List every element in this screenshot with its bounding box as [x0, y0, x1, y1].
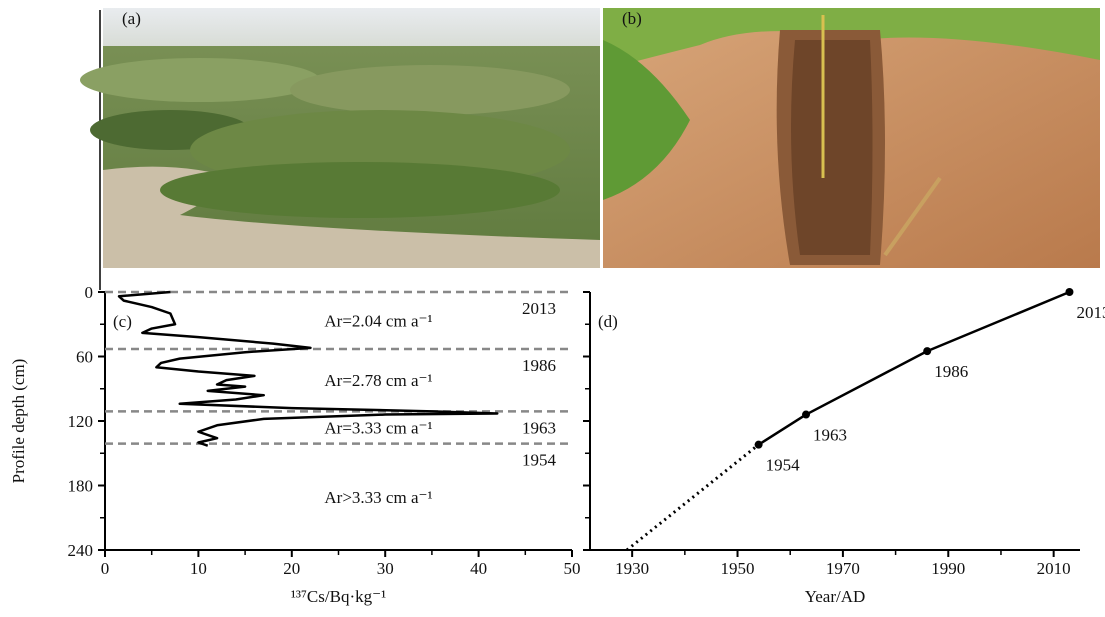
point-label: 2013	[1076, 303, 1105, 322]
x-tick-label: 1950	[721, 559, 755, 578]
x-tick-label: 1930	[615, 559, 649, 578]
panel-label: (d)	[598, 312, 618, 331]
x-tick-label: 50	[564, 559, 581, 578]
y-axis-label: Profile depth (cm)	[9, 359, 28, 484]
series-line	[625, 443, 760, 552]
rate-label: Ar=2.78 cm a⁻¹	[324, 371, 432, 390]
photo-b: (b)	[603, 8, 1100, 268]
x-tick-label: 1970	[826, 559, 860, 578]
x-tick-label: 20	[283, 559, 300, 578]
horizon-label: 1963	[522, 418, 556, 437]
point-label: 1963	[813, 426, 847, 445]
rate-label: Ar=2.04 cm a⁻¹	[324, 311, 432, 330]
panel-label: (b)	[622, 9, 642, 28]
panel-label: (a)	[122, 9, 141, 28]
point	[1065, 288, 1074, 296]
series-line	[757, 290, 1070, 446]
x-tick-label: 30	[377, 559, 394, 578]
point	[802, 410, 811, 419]
point-label: 1986	[934, 362, 968, 381]
rate-label: Ar=3.33 cm a⁻¹	[324, 418, 432, 437]
y-tick-label: 240	[68, 541, 94, 560]
y-tick-label: 0	[85, 283, 94, 302]
horizon-label: 1986	[522, 356, 556, 375]
x-axis-label: ¹³⁷Cs/Bq·kg⁻¹	[291, 587, 386, 606]
x-tick-label: 40	[470, 559, 487, 578]
x-axis-label: Year/AD	[805, 587, 866, 606]
x-tick-label: 10	[190, 559, 207, 578]
x-tick-label: 1990	[931, 559, 965, 578]
horizon-label: 1954	[522, 451, 557, 470]
panel-label: (c)	[113, 312, 132, 331]
point-label: 1954	[766, 456, 801, 475]
horizon-label: 2013	[522, 299, 556, 318]
point	[923, 347, 932, 356]
y-tick-label: 60	[76, 348, 93, 367]
photo-a: (a)	[80, 8, 600, 268]
y-tick-label: 120	[68, 412, 94, 431]
x-tick-label: 0	[101, 559, 110, 578]
y-tick-label: 180	[68, 477, 94, 496]
series-line	[117, 290, 499, 447]
rate-label: Ar>3.33 cm a⁻¹	[324, 488, 432, 507]
x-tick-label: 2010	[1037, 559, 1071, 578]
